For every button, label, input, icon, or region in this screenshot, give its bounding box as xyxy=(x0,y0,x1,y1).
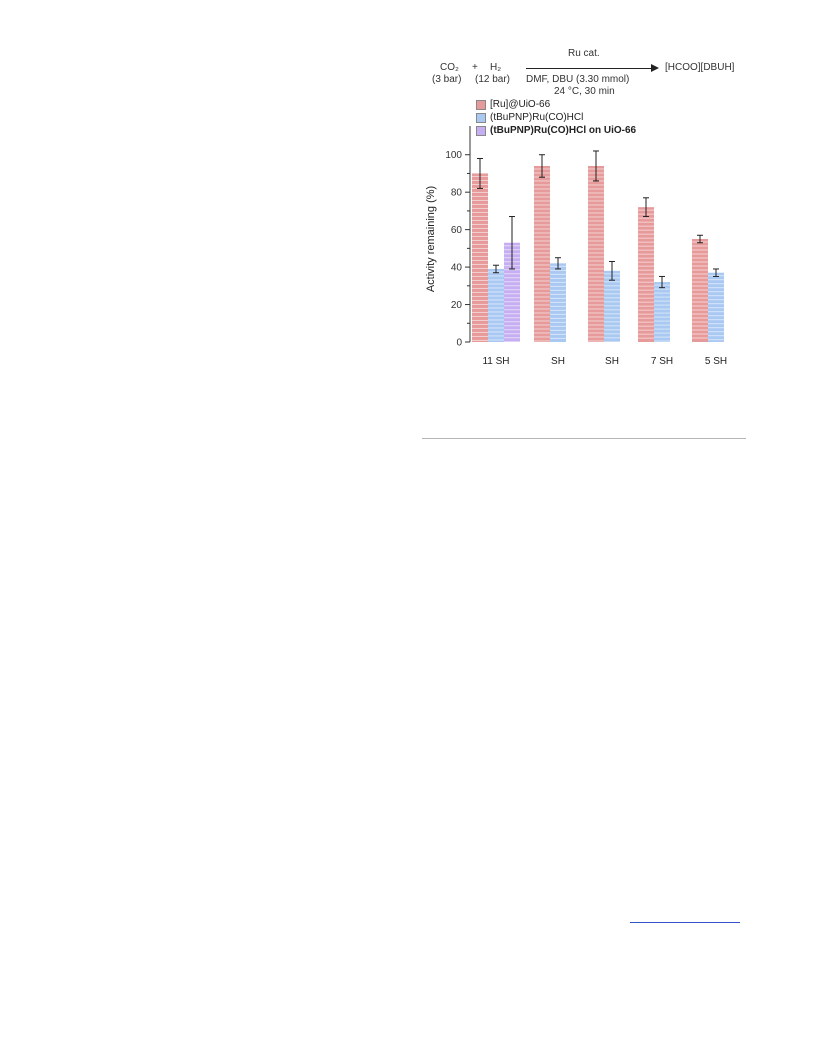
bar xyxy=(604,270,620,342)
bar xyxy=(504,242,520,342)
legend-swatch xyxy=(476,112,486,123)
legend-item-ru-uio66: [Ru]@UiO-66 xyxy=(476,98,636,111)
section-divider xyxy=(422,438,746,439)
x-category-label: 11 SH xyxy=(482,356,509,367)
bar xyxy=(472,173,488,342)
reaction-arrow-line xyxy=(526,68,652,69)
product: [HCOO][DBUH] xyxy=(665,62,735,73)
y-tick-label: 80 xyxy=(451,188,463,199)
figure: Ru cat. CO₂ + H₂ (3 bar) (12 bar) DMF, D… xyxy=(410,40,760,385)
y-tick-label: 60 xyxy=(451,225,463,236)
plus-sign: + xyxy=(472,62,478,73)
y-tick-label: 100 xyxy=(445,150,462,161)
legend-swatch xyxy=(476,99,486,110)
legend-swatch xyxy=(476,125,486,136)
reaction-conditions-1: DMF, DBU (3.30 mmol) xyxy=(526,74,630,85)
y-axis-label: Activity remaining (%) xyxy=(425,186,437,292)
x-category-label: SH xyxy=(551,356,565,367)
chart-legend: [Ru]@UiO-66 (tBuPNP)Ru(CO)HCl (tBuPNP)Ru… xyxy=(476,98,636,137)
y-tick-label: 20 xyxy=(451,300,463,311)
reaction-conditions-2: 24 °C, 30 min xyxy=(554,86,615,97)
bar xyxy=(588,165,604,342)
y-tick-label: 40 xyxy=(451,263,463,274)
legend-label: (tBuPNP)Ru(CO)HCl xyxy=(490,112,584,123)
reactant1: CO₂ xyxy=(440,62,459,73)
legend-item-homogeneous: (tBuPNP)Ru(CO)HCl xyxy=(476,111,636,124)
x-category-label: 7 SH xyxy=(651,356,673,367)
legend-label: (tBuPNP)Ru(CO)HCl on UiO-66 xyxy=(490,125,637,136)
reaction-arrow-head xyxy=(651,64,659,72)
reactant2-conditions: (12 bar) xyxy=(475,74,511,85)
x-category-label: 5 SH xyxy=(705,356,727,367)
catalyst-label: Ru cat. xyxy=(568,48,600,59)
reactant2: H₂ xyxy=(490,62,502,73)
y-tick-label: 0 xyxy=(456,338,462,349)
legend-item-on-uio66: (tBuPNP)Ru(CO)HCl on UiO-66 xyxy=(476,124,636,137)
legend-label: [Ru]@UiO-66 xyxy=(490,99,551,110)
bar-chart: 0 20 40 60 80 100 Activity remaining (%) 11 SH S… xyxy=(425,126,727,367)
footer-link-underline[interactable] xyxy=(630,922,740,923)
bar xyxy=(534,165,550,342)
x-category-label: SH xyxy=(605,356,619,367)
reactant1-conditions: (3 bar) xyxy=(432,74,462,85)
